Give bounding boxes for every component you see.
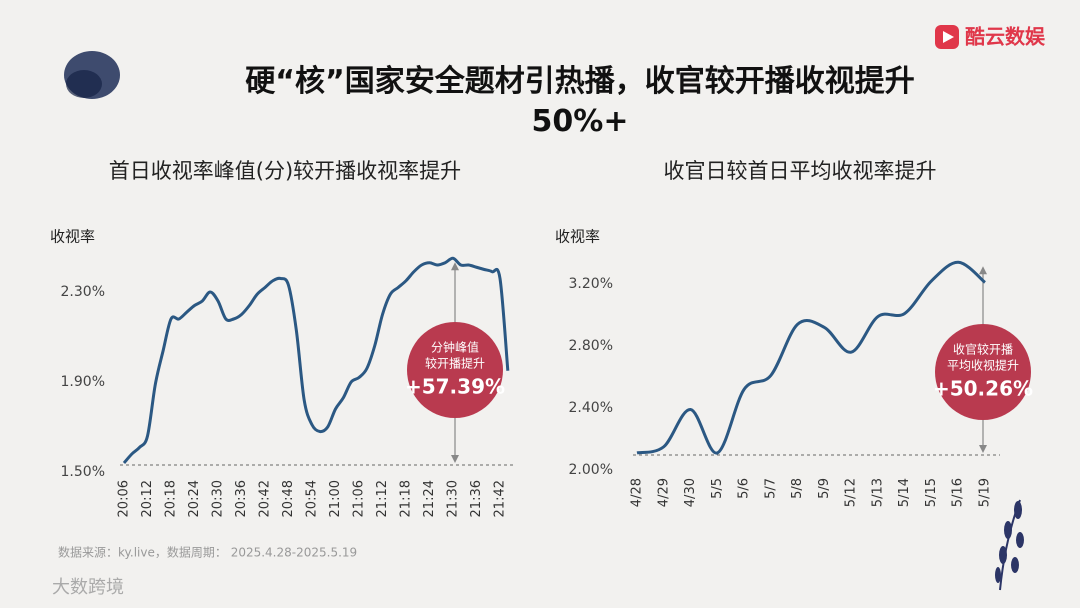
logo: 酷云数娱 (965, 25, 1046, 49)
x-tick-label: 5/19 (978, 478, 993, 507)
x-tick-label: 21:00 (328, 480, 343, 517)
chart-title: 收官日较首日平均收视率提升 (664, 159, 937, 183)
plant (995, 499, 1024, 591)
x-tick-label: 20:06 (117, 480, 132, 517)
x-tick-label: 20:42 (258, 480, 273, 517)
x-tick-label: 21:06 (352, 480, 367, 517)
x-tick-label: 20:30 (211, 480, 226, 517)
x-tick-label: 20:18 (164, 480, 179, 517)
x-tick-label: 5/5 (710, 478, 725, 499)
y-tick-label: 1.50% (61, 464, 105, 480)
x-tick-label: 21:12 (375, 480, 390, 517)
x-tick-label: 5/12 (844, 478, 859, 507)
x-tick-label: 21:24 (422, 480, 437, 517)
arrow-head (979, 266, 987, 275)
annotation-circle (935, 324, 1031, 420)
logo-icon (943, 31, 954, 43)
x-tick-label: 5/15 (924, 478, 939, 507)
x-tick-label: 20:54 (305, 480, 320, 517)
x-tick-label: 20:12 (140, 480, 155, 517)
annotation: 较开播提升 (425, 356, 485, 371)
x-tick-label: 5/7 (763, 478, 778, 499)
x-tick-label: 5/16 (951, 478, 966, 507)
y-axis-label: 收视率 (555, 228, 600, 246)
annotation: 平均收视提升 (947, 358, 1019, 373)
slide-title: 硬“核”国家安全题材引热播，收官较开播收视提升50%+ (245, 64, 915, 139)
annotation-circle (407, 322, 503, 418)
x-tick-label: 5/14 (897, 478, 912, 507)
watermark: 大数跨境 (52, 577, 124, 598)
y-tick-label: 2.30% (61, 284, 105, 300)
arrow-head (979, 444, 987, 453)
annotation: +57.39% (405, 375, 505, 399)
x-tick-label: 20:48 (281, 480, 296, 517)
x-tick-label: 5/6 (737, 478, 752, 499)
x-tick-label: 21:36 (469, 480, 484, 517)
y-axis-label: 收视率 (50, 228, 95, 246)
x-tick-label: 20:36 (234, 480, 249, 517)
line (122, 256, 510, 464)
x-tick-label: 21:30 (446, 480, 461, 517)
x-tick-label: 21:18 (399, 480, 414, 517)
ink-blot (66, 70, 102, 98)
x-tick-label: 4/28 (630, 478, 645, 507)
y-tick-label: 1.90% (61, 374, 105, 390)
y-tick-label: 3.20% (569, 276, 613, 292)
annotation: 分钟峰值 (431, 340, 479, 355)
x-tick-label: 4/29 (656, 478, 671, 507)
x-tick-label: 5/9 (817, 478, 832, 499)
annotation: 收官较开播 (953, 342, 1013, 357)
arrow-head (451, 455, 459, 463)
x-tick-label: 20:24 (187, 480, 202, 517)
y-tick-label: 2.00% (569, 462, 613, 478)
y-tick-label: 2.80% (569, 338, 613, 354)
x-tick-label: 21:42 (493, 480, 508, 517)
chart-title: 首日收视率峰值(分)较开播收视率提升 (109, 159, 461, 183)
x-tick-label: 4/30 (683, 478, 698, 507)
y-tick-label: 2.40% (569, 400, 613, 416)
x-tick-label: 5/8 (790, 478, 805, 499)
arrow-head (451, 262, 459, 271)
x-tick-label: 5/13 (870, 478, 885, 507)
line (636, 260, 986, 455)
annotation: +50.26% (933, 377, 1033, 401)
source: 数据来源：ky.live，数据周期： 2025.4.28-2025.5.19 (58, 545, 357, 560)
